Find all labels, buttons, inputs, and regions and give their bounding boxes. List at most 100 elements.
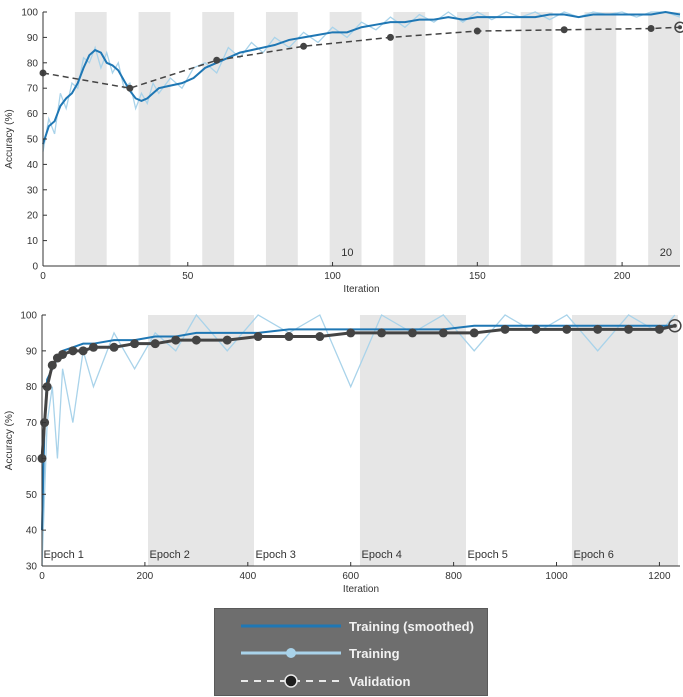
epoch-shade-band [74, 12, 107, 266]
validation-point [668, 319, 682, 333]
y-tick-label: 30 [27, 185, 39, 196]
validation-point [78, 346, 88, 356]
y-tick-label: 40 [27, 160, 39, 171]
validation-final-point [672, 323, 677, 328]
validation-point [300, 42, 308, 50]
validation-point [473, 27, 481, 35]
epoch-shade-band [457, 12, 489, 266]
validation-point [213, 56, 221, 64]
epoch-label: Epoch 2 [150, 549, 190, 561]
epoch-label: Epoch 1 [44, 549, 84, 561]
y-tick-label: 50 [27, 135, 39, 146]
epoch-label: 10 [341, 247, 353, 259]
x-tick-label: 150 [469, 271, 486, 282]
validation-point [438, 328, 448, 338]
y-tick-label: 60 [26, 454, 38, 465]
epoch-label: 20 [660, 247, 672, 259]
epoch-shade-band [393, 12, 426, 266]
validation-point [386, 33, 394, 41]
epoch-shade-band [202, 12, 235, 266]
validation-point [560, 26, 568, 34]
x-axis-label: Iteration [343, 584, 379, 595]
epoch-shade-band [329, 12, 362, 266]
validation-point [624, 324, 634, 334]
validation-point [171, 335, 181, 345]
y-axis-label: Accuracy (%) [4, 411, 15, 470]
y-tick-label: 20 [27, 211, 39, 222]
x-tick-label: 1000 [545, 571, 568, 582]
validation-point [315, 332, 325, 342]
legend-swatches: Training (smoothed) Training Validation [241, 619, 474, 689]
y-tick-label: 50 [26, 490, 38, 501]
validation-point [654, 324, 664, 334]
validation-point [222, 335, 232, 345]
legend: Training (smoothed) Training Validation [214, 608, 488, 696]
y-tick-label: 70 [26, 418, 38, 429]
epoch-label: Epoch 3 [256, 549, 296, 561]
y-tick-label: 10 [27, 236, 39, 247]
y-tick-label: 40 [26, 526, 38, 537]
validation-point [88, 342, 98, 352]
legend-label-training-smoothed: Training (smoothed) [349, 619, 474, 634]
validation-point [469, 328, 479, 338]
series-training-line [42, 11, 681, 152]
epoch-shade-band [147, 315, 254, 566]
x-tick-label: 100 [324, 271, 341, 282]
y-tick-label: 100 [20, 311, 37, 322]
validation-point [109, 342, 119, 352]
x-tick-label: 0 [39, 571, 45, 582]
epoch-shade-band [584, 12, 617, 266]
validation-point [130, 339, 140, 349]
chart-iteration-0-1240: Epoch 1 Epoch 2 Epoch 3 Epoch 4 Epoch 5 Epoch… [4, 311, 682, 595]
validation-point [253, 332, 263, 342]
x-axis-label: Iteration [343, 284, 379, 295]
x-tick-label: 1200 [648, 571, 671, 582]
series-training-smoothed-line [42, 10, 681, 145]
legend-label-training: Training [349, 646, 400, 661]
validation-point [346, 328, 356, 338]
epoch-shade-band [648, 12, 680, 266]
y-tick-label: 80 [26, 382, 38, 393]
y-tick-label: 80 [27, 58, 39, 69]
validation-point [593, 324, 603, 334]
validation-point [68, 346, 78, 356]
y-tick-label: 0 [32, 262, 38, 273]
x-tick-label: 200 [614, 271, 631, 282]
validation-point [531, 324, 541, 334]
validation-point [47, 360, 57, 370]
x-tick-label: 50 [182, 271, 194, 282]
validation-point [58, 349, 68, 359]
epoch-shade-band [359, 315, 466, 566]
validation-point [284, 332, 294, 342]
validation-point [377, 328, 387, 338]
x-tick-label: 0 [40, 271, 46, 282]
y-tick-label: 90 [27, 33, 39, 44]
y-tick-label: 100 [21, 8, 38, 19]
epoch-label: Epoch 5 [468, 549, 508, 561]
epoch-label: Epoch 6 [573, 549, 613, 561]
chart-iteration-0-220: 10 200 50 100 150 2000102030405060708090100It… [4, 8, 683, 295]
y-tick-label: 90 [26, 346, 38, 357]
validation-point [674, 21, 683, 33]
epoch-shade-band [520, 12, 553, 266]
epoch-shade-band [138, 12, 171, 266]
validation-point [562, 324, 572, 334]
validation-point [126, 84, 134, 92]
y-tick-label: 30 [26, 562, 38, 573]
y-axis-label: Accuracy (%) [4, 109, 15, 168]
validation-point [150, 339, 160, 349]
x-tick-label: 200 [137, 571, 154, 582]
legend-marker-training [286, 648, 296, 658]
validation-point [42, 382, 52, 392]
epoch-shade-band [265, 12, 298, 266]
validation-point [500, 324, 510, 334]
legend-label-validation: Validation [349, 674, 410, 689]
validation-final-point [678, 25, 682, 30]
epoch-label: Epoch 4 [362, 549, 402, 561]
x-tick-label: 400 [239, 571, 256, 582]
validation-point [647, 25, 655, 33]
epoch-shade-band [571, 315, 678, 566]
y-tick-label: 70 [27, 84, 39, 95]
legend-marker-validation [284, 674, 298, 688]
x-tick-label: 800 [445, 571, 462, 582]
